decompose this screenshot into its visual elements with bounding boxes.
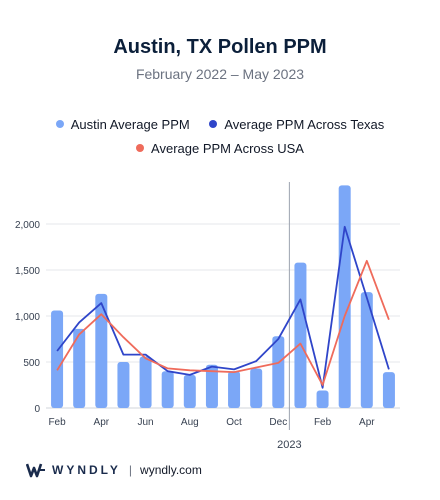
bar-austin <box>161 371 174 408</box>
legend-label-austin: Austin Average PPM <box>70 116 190 132</box>
line-texas <box>56 225 390 389</box>
y-tick-label: 500 <box>23 358 40 369</box>
legend-dot-usa <box>136 144 145 152</box>
bar-austin <box>51 310 64 408</box>
bar-austin <box>316 390 329 408</box>
y-tick-label: 2,000 <box>15 220 40 231</box>
bar-austin <box>73 328 86 408</box>
x-tick-label: Oct <box>226 417 242 428</box>
bar-austin <box>139 356 152 408</box>
bar-austin <box>95 293 108 408</box>
bar-austin <box>382 372 395 408</box>
x-year-label: 2023 <box>277 439 301 451</box>
footer-separator: | <box>128 463 133 477</box>
bar-austin <box>183 374 196 408</box>
brand-url[interactable]: wyndly.com <box>140 463 202 477</box>
y-tick-label: 1,500 <box>15 266 40 277</box>
legend-row-1: Austin Average PPM Average PPM Across Te… <box>0 116 440 132</box>
x-tick-label: Apr <box>359 417 375 428</box>
x-tick-label: Feb <box>48 417 66 428</box>
y-tick-label: 1,000 <box>15 312 40 323</box>
x-tick-label: Feb <box>314 417 332 428</box>
bar-austin <box>205 364 218 408</box>
bar-austin <box>338 185 351 408</box>
legend-dot-austin <box>55 120 64 128</box>
legend-item-texas[interactable]: Average PPM Across Texas <box>209 117 384 132</box>
bar-austin <box>294 262 307 408</box>
chart-title: Austin, TX Pollen PPM <box>113 36 327 58</box>
x-tick-label: Dec <box>269 417 287 428</box>
legend-label-usa: Average PPM Across USA <box>151 140 304 156</box>
chart-subtitle: February 2022 – May 2023 <box>135 66 305 82</box>
bar-austin <box>272 336 285 408</box>
legend-item-usa[interactable]: Average PPM Across USA <box>136 141 304 156</box>
legend-item-austin[interactable]: Austin Average PPM <box>55 116 190 132</box>
footer: WYNDLY | wyndly.com <box>26 462 202 478</box>
y-tick-label: 0 <box>34 404 40 415</box>
legend-row-2: Average PPM Across USA <box>0 140 440 156</box>
line-usa <box>56 259 390 386</box>
bar-austin <box>117 362 130 408</box>
legend-dot-texas <box>209 120 218 128</box>
bar-austin <box>228 371 241 408</box>
bar-austin <box>250 368 263 408</box>
bar-austin <box>360 292 373 408</box>
x-tick-label: Jun <box>138 417 154 428</box>
legend-label-texas: Average PPM Across Texas <box>224 116 385 132</box>
wyndly-logo-icon <box>26 463 45 478</box>
x-tick-label: Aug <box>181 417 199 428</box>
brand-name: WYNDLY <box>52 463 121 477</box>
x-tick-label: Apr <box>94 417 110 428</box>
